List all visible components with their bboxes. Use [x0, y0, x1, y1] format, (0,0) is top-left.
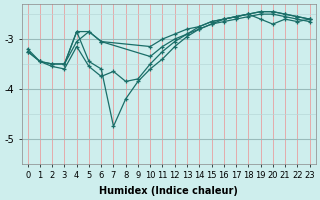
X-axis label: Humidex (Indice chaleur): Humidex (Indice chaleur)	[99, 186, 238, 196]
